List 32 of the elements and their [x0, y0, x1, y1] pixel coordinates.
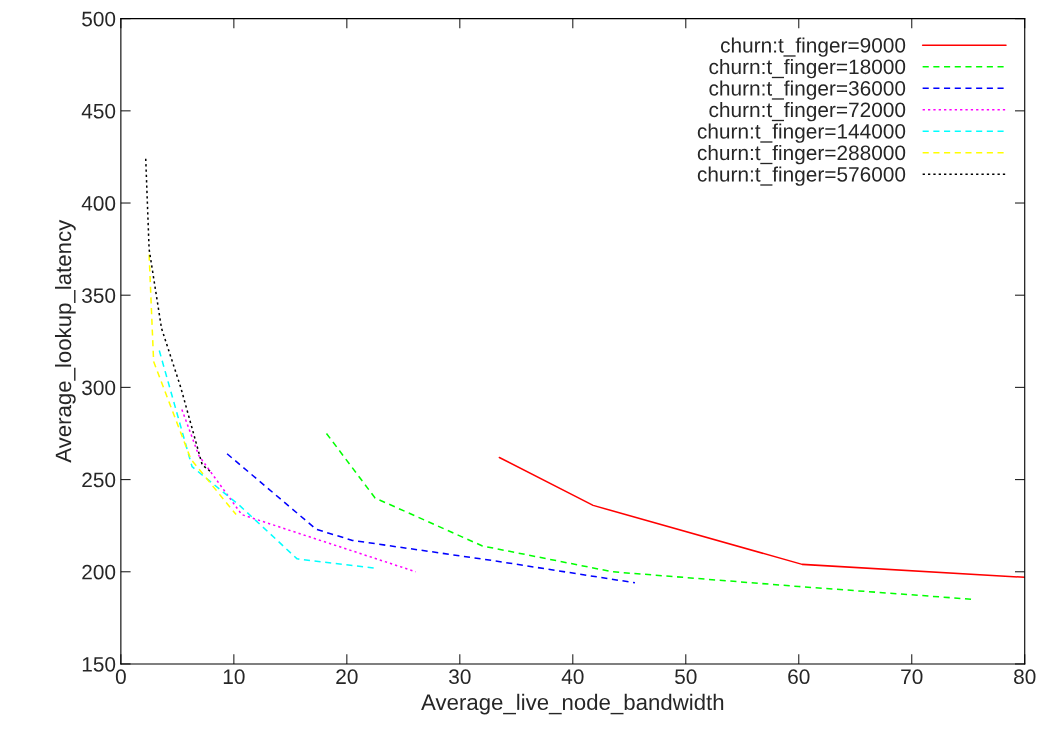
x-tick-label: 20 — [336, 669, 358, 685]
y-tick-label: 150 — [82, 656, 116, 672]
y-tick-label: 200 — [82, 564, 116, 580]
line-series — [181, 408, 417, 573]
legend-label: churn:t_finger=144000 — [697, 123, 906, 143]
x-tick-label: 70 — [901, 669, 923, 685]
y-tick-label: 450 — [81, 103, 116, 119]
line-series — [144, 158, 213, 473]
y-tick-label: 500 — [82, 11, 116, 27]
y-tick-label: 350 — [82, 288, 116, 303]
legend-label: churn:t_finger=18000 — [709, 58, 906, 79]
legend-label: churn:t_finger=288000 — [697, 144, 906, 165]
legend-label: churn:t_finger=72000 — [709, 101, 906, 122]
x-tick-label: 30 — [449, 669, 471, 685]
line-series — [158, 349, 375, 569]
y-tick-label: 400 — [81, 196, 116, 211]
x-axis-title: Average_live_node_bandwidth — [421, 693, 724, 715]
x-tick-label: 50 — [675, 669, 697, 685]
y-tick-label: 250 — [82, 472, 116, 488]
x-tick-label: 60 — [788, 669, 810, 685]
x-tick-label: 40 — [561, 669, 584, 685]
legend-label: churn:t_finger=36000 — [709, 80, 906, 100]
legend-label: churn:t_finger=9000 — [720, 37, 906, 57]
x-tick-label: 80 — [1014, 669, 1036, 685]
x-tick-label: 0 — [115, 669, 126, 685]
line-series — [148, 253, 237, 516]
line-series — [498, 456, 1025, 579]
x-tick-label: 10 — [223, 669, 245, 685]
legend-label: churn:t_finger=576000 — [697, 166, 906, 186]
y-tick-label: 300 — [82, 380, 116, 396]
y-axis-title: Average_lookup_latency — [54, 219, 76, 463]
line-series — [226, 452, 636, 584]
